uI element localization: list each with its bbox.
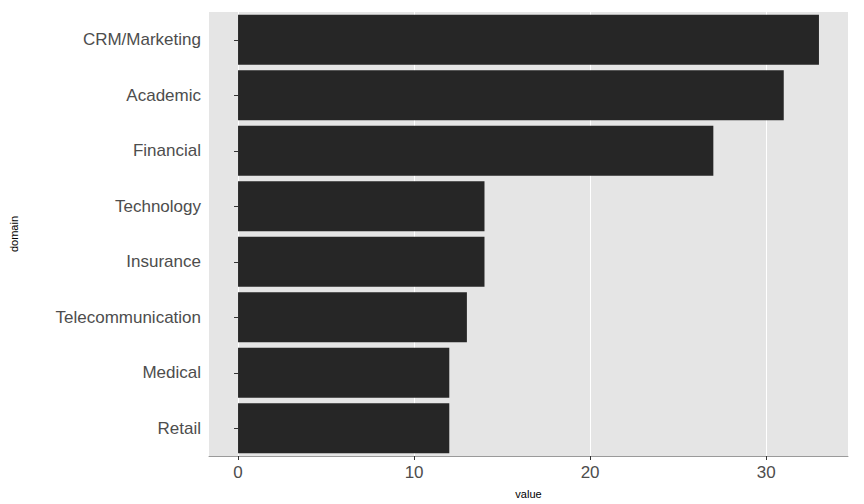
svg-text:Technology: Technology: [115, 197, 202, 216]
svg-text:CRM/Marketing: CRM/Marketing: [83, 30, 201, 49]
svg-text:Telecommunication: Telecommunication: [55, 308, 201, 327]
svg-text:Academic: Academic: [126, 86, 201, 105]
svg-text:Insurance: Insurance: [126, 252, 201, 271]
svg-text:Retail: Retail: [158, 419, 201, 438]
svg-text:30: 30: [757, 463, 776, 482]
svg-text:value: value: [515, 488, 541, 500]
svg-text:domain: domain: [8, 216, 20, 252]
svg-text:Financial: Financial: [133, 141, 201, 160]
svg-text:20: 20: [581, 463, 600, 482]
svg-text:0: 0: [233, 463, 242, 482]
svg-text:Medical: Medical: [142, 363, 201, 382]
svg-text:10: 10: [405, 463, 424, 482]
